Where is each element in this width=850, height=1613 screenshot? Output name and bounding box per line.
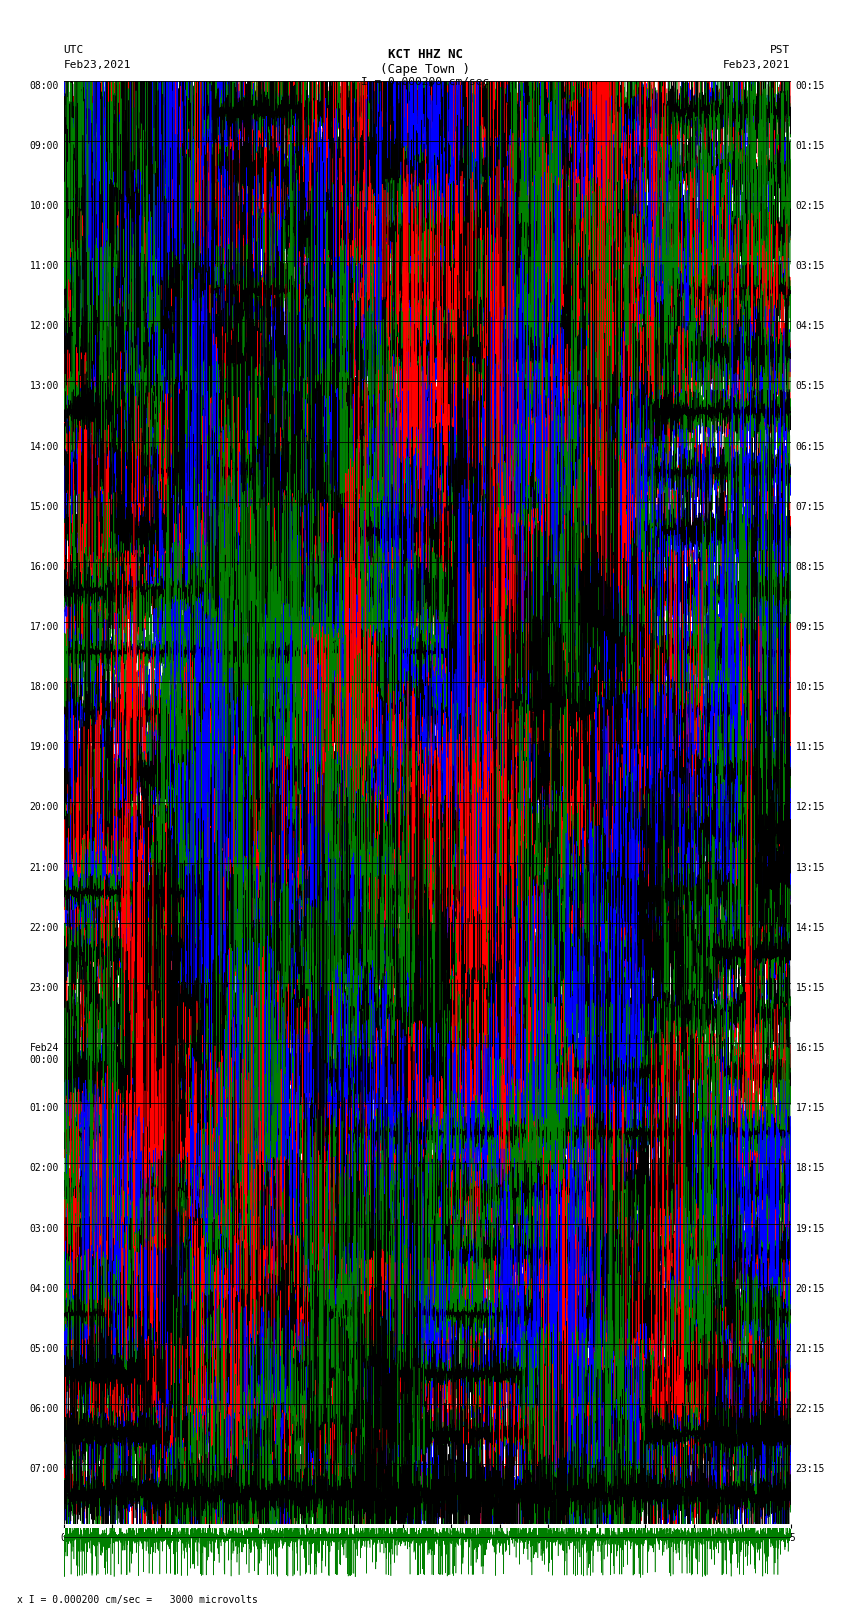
Text: UTC: UTC xyxy=(64,45,84,55)
Text: PST: PST xyxy=(770,45,790,55)
Text: Feb23,2021: Feb23,2021 xyxy=(64,60,131,69)
Text: (Cape Town ): (Cape Town ) xyxy=(380,63,470,76)
Text: KCT HHZ NC: KCT HHZ NC xyxy=(388,48,462,61)
X-axis label: TIME (MINUTES): TIME (MINUTES) xyxy=(375,1548,479,1561)
Text: Feb23,2021: Feb23,2021 xyxy=(723,60,791,69)
Text: x I = 0.000200 cm/sec =   3000 microvolts: x I = 0.000200 cm/sec = 3000 microvolts xyxy=(17,1595,258,1605)
Text: I = 0.000200 cm/sec: I = 0.000200 cm/sec xyxy=(361,77,489,87)
